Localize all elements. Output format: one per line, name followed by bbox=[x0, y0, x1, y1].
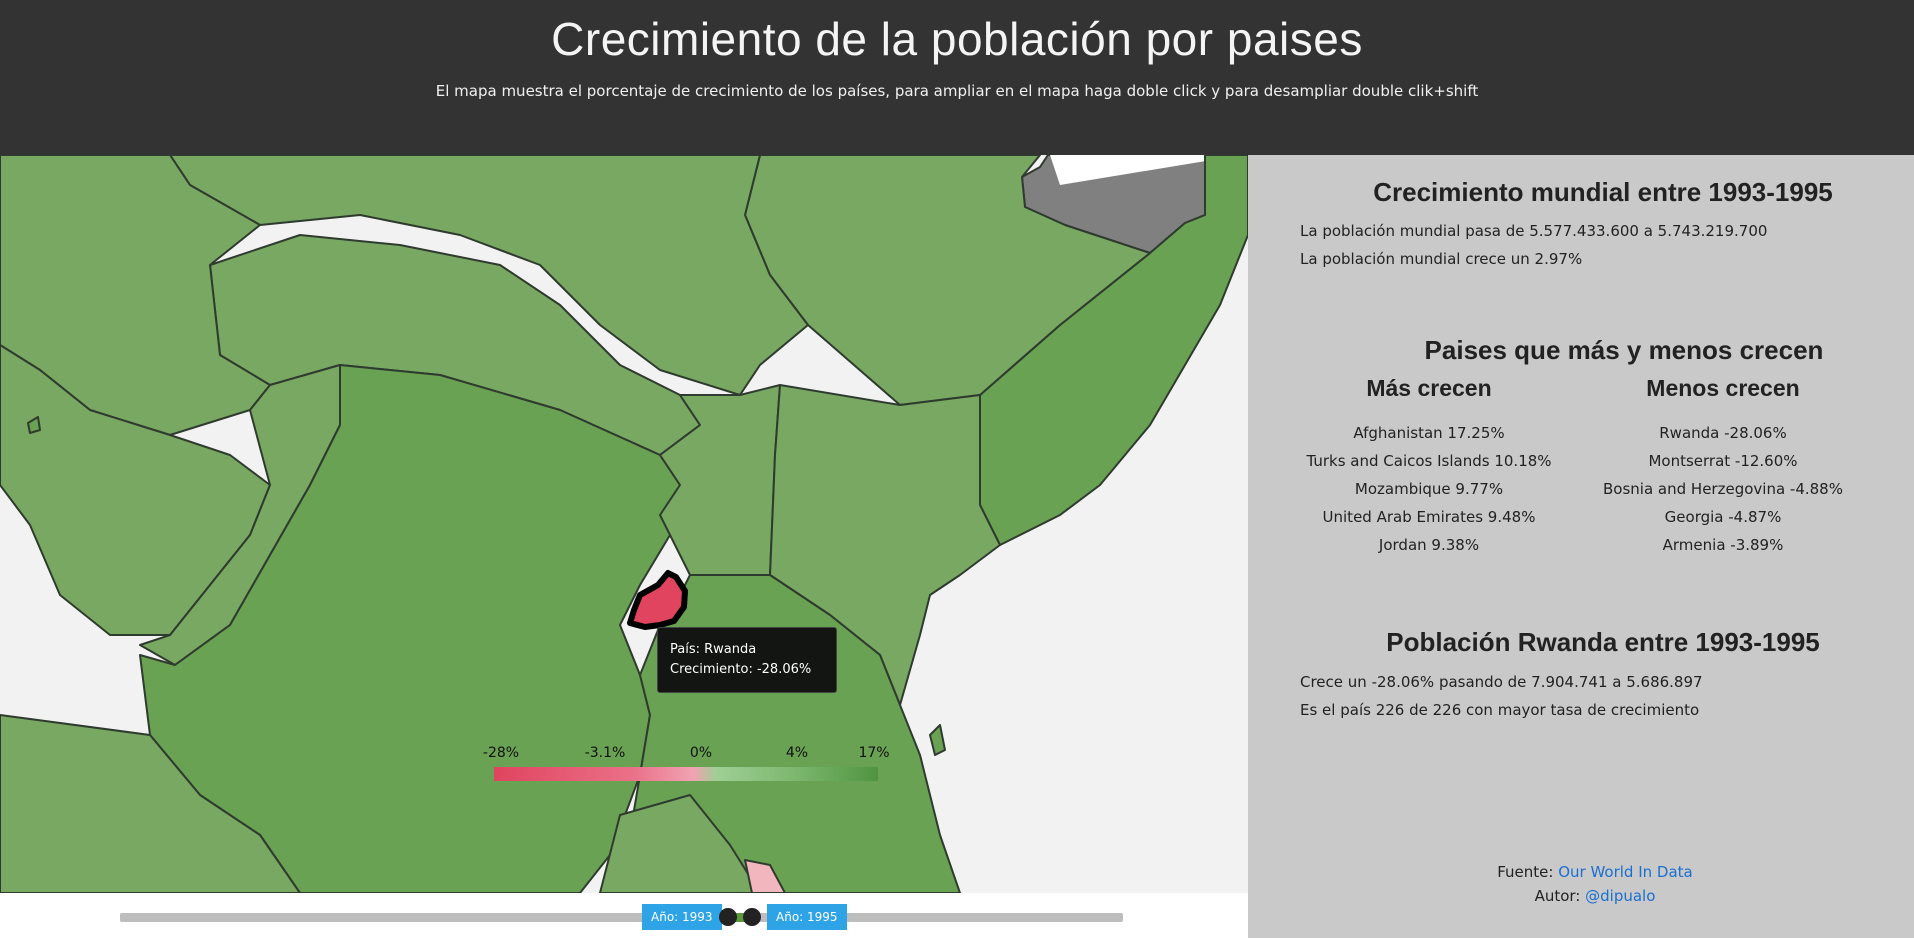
page-subtitle: El mapa muestra el porcentaje de crecimi… bbox=[435, 82, 1479, 100]
author-link[interactable]: @dipualo bbox=[1585, 887, 1656, 905]
country-angola[interactable] bbox=[0, 714, 301, 893]
info-panel: Crecimiento mundial entre 1993-1995 La p… bbox=[1248, 155, 1914, 938]
country-rank-text: Es el país 226 de 226 con mayor tasa de … bbox=[1300, 701, 1700, 719]
start-year-handle[interactable] bbox=[719, 908, 737, 926]
country-island[interactable] bbox=[929, 724, 946, 756]
country-malawi[interactable] bbox=[744, 859, 786, 893]
map-tooltip: País: Rwanda Crecimiento: -28.06% bbox=[657, 627, 837, 693]
legend-gradient-bar bbox=[494, 767, 878, 781]
slider-track[interactable] bbox=[120, 913, 1123, 922]
source-label: Fuente: bbox=[1497, 863, 1559, 881]
country-zambia[interactable] bbox=[599, 794, 761, 893]
country-growth-text: Crece un -28.06% pasando de 7.904.741 a … bbox=[1300, 673, 1703, 691]
list-item: United Arab Emirates 9.48% bbox=[1322, 508, 1536, 526]
country-sudan[interactable] bbox=[169, 155, 809, 396]
list-item: Mozambique 9.77% bbox=[1354, 480, 1504, 498]
most-growth-title: Más crecen bbox=[1366, 375, 1492, 401]
source-link[interactable]: Our World In Data bbox=[1558, 863, 1693, 881]
world-growth-text: La población mundial crece un 2.97% bbox=[1300, 250, 1583, 268]
legend-tick: 0% bbox=[689, 745, 713, 761]
world-population-text: La población mundial pasa de 5.577.433.6… bbox=[1300, 222, 1768, 240]
country-island-small[interactable] bbox=[27, 416, 41, 434]
list-item: Rwanda -28.06% bbox=[1659, 424, 1787, 442]
ranking-title: Paises que más y menos crecen bbox=[1424, 335, 1824, 365]
list-item: Jordan 9.38% bbox=[1378, 536, 1480, 554]
legend-tick: -28% bbox=[482, 745, 520, 761]
legend-tick: 4% bbox=[785, 745, 809, 761]
page-title: Crecimiento de la población por paises bbox=[551, 13, 1363, 65]
source-line: Fuente: Our World In Data bbox=[1276, 860, 1914, 884]
author-label: Autor: bbox=[1534, 887, 1586, 905]
end-year-handle[interactable] bbox=[743, 908, 761, 926]
list-item: Turks and Caicos Islands 10.18% bbox=[1306, 452, 1552, 470]
list-item: Afghanistan 17.25% bbox=[1353, 424, 1505, 442]
color-legend: -28% -3.1% 0% 4% 17% bbox=[482, 745, 890, 785]
least-growth-list: Rwanda -28.06% Montserrat -12.60% Bosnia… bbox=[1573, 419, 1873, 559]
year-slider[interactable]: Año: 1993 Año: 1995 bbox=[0, 893, 1248, 938]
list-item: Bosnia and Herzegovina -4.88% bbox=[1603, 480, 1843, 498]
list-item: Montserrat -12.60% bbox=[1648, 452, 1798, 470]
credits: Fuente: Our World In Data Autor: @dipual… bbox=[1248, 860, 1914, 908]
slider-selected-range[interactable] bbox=[727, 913, 752, 922]
country-east-coast[interactable] bbox=[979, 155, 1248, 546]
page-header: Crecimiento de la población por paises E… bbox=[0, 0, 1914, 155]
start-year-label: Año: 1993 bbox=[642, 904, 722, 930]
country-population-title: Población Rwanda entre 1993-1995 bbox=[1386, 627, 1820, 657]
tooltip-growth: Crecimiento: -28.06% bbox=[670, 662, 812, 677]
most-growth-list: Afghanistan 17.25% Turks and Caicos Isla… bbox=[1279, 419, 1579, 559]
country-rwanda[interactable] bbox=[627, 570, 688, 630]
map-svg[interactable] bbox=[0, 155, 1248, 893]
list-item: Georgia -4.87% bbox=[1664, 508, 1782, 526]
legend-tick: -3.1% bbox=[584, 745, 626, 761]
end-year-label: Año: 1995 bbox=[767, 904, 847, 930]
world-growth-title: Crecimiento mundial entre 1993-1995 bbox=[1373, 177, 1833, 207]
world-map[interactable]: País: Rwanda Crecimiento: -28.06% -28% -… bbox=[0, 155, 1248, 893]
sea-region bbox=[1050, 155, 1230, 185]
least-growth-title: Menos crecen bbox=[1646, 375, 1800, 401]
legend-tick: 17% bbox=[858, 745, 890, 761]
tooltip-country: País: Rwanda bbox=[670, 642, 757, 657]
author-line: Autor: @dipualo bbox=[1276, 884, 1914, 908]
list-item: Armenia -3.89% bbox=[1662, 536, 1784, 554]
